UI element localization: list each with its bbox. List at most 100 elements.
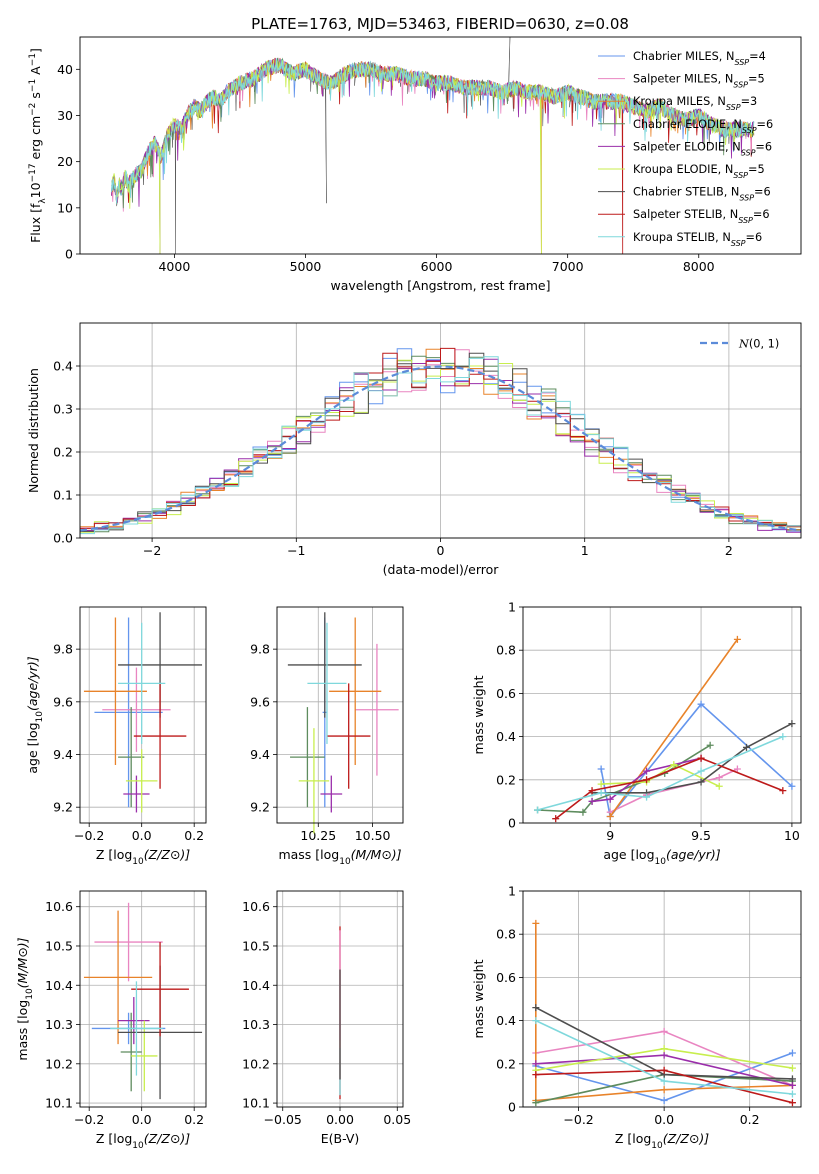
age_vs_mass-ytick-label: 9.6 — [250, 694, 270, 709]
spectrum-ytick-label: 0 — [65, 247, 73, 262]
spectrum-ytick-label: 10 — [57, 200, 73, 215]
weight_vs_age-marker-4 — [606, 795, 614, 803]
weight_vs_age-marker-7 — [779, 787, 787, 795]
mass_vs_ebv-xtick-label: 0.00 — [326, 1112, 354, 1127]
residuals-xtick-label: 2 — [725, 543, 733, 558]
residuals-ylabel: Normed distribution — [26, 368, 41, 493]
age_vs_Z-xtick-label: −0.2 — [74, 828, 104, 843]
figure-title: PLATE=1763, MJD=53463, FIBERID=0630, z=0… — [251, 15, 629, 33]
age_vs_Z-ytick-label: 9.2 — [53, 800, 73, 815]
age_vs_mass-ytick-label: 9.2 — [250, 800, 270, 815]
weight_vs_Z-marker-3 — [532, 1099, 540, 1107]
age_vs_mass-ytick-label: 9.4 — [250, 747, 270, 762]
mass_vs_Z-ytick-label: 10.6 — [45, 899, 73, 914]
weight_vs_Z-marker-7 — [532, 1071, 540, 1079]
residual-hist-8 — [80, 356, 801, 538]
weight_vs_age-frame — [522, 606, 802, 824]
residuals-xtick-label: −1 — [287, 543, 305, 558]
weight_vs_Z-marker-4 — [660, 1051, 668, 1059]
weight_vs_Z-marker-8 — [788, 1090, 796, 1098]
spectrum-ytick-label: 40 — [57, 62, 73, 77]
age_vs_mass-xtick-label: 10.25 — [300, 828, 336, 843]
weight_vs_Z-ytick-label: 0.8 — [496, 927, 516, 942]
weight_vs_Z-marker-6 — [532, 1004, 540, 1012]
residuals-ytick-label: 0.4 — [53, 359, 73, 374]
residuals-ytick-label: 0.1 — [53, 488, 73, 503]
age_vs_mass-points — [287, 612, 399, 834]
weight_vs_age-series-2 — [609, 638, 739, 817]
weight_vs_age-ytick-label: 0.6 — [496, 686, 516, 701]
weight_vs_Z-marker-7 — [660, 1066, 668, 1074]
spectrum-lines — [111, 37, 755, 254]
spectrum-series-4 — [111, 58, 755, 254]
residuals-xtick-label: 0 — [437, 543, 445, 558]
mass_vs_Z-frame — [79, 890, 207, 1108]
weight_vs_age-xtick-label: 10 — [784, 828, 800, 843]
spectrum-legend: Chabrier MILES, NSSP=4 Salpeter MILES, NS… — [598, 50, 773, 247]
weight_vs_age-marker-0 — [697, 700, 705, 708]
weight_vs_age-marker-2 — [606, 813, 614, 821]
residuals-xtick-label: 1 — [581, 543, 589, 558]
mass_vs_Z-ytick-label: 10.5 — [45, 938, 73, 953]
spectrum-xtick-label: 6000 — [421, 259, 453, 274]
weight_vs_age-marker-5 — [670, 761, 678, 769]
mass_vs_Z-points — [83, 902, 203, 1100]
weight_vs_Z-xlabel: Z [log10(Z/Z⊙)] — [615, 1131, 709, 1151]
weight_vs_Z-ytick-label: 0.6 — [496, 970, 516, 985]
residuals-ytick-label: 0.2 — [53, 445, 73, 460]
mass_vs_ebv-axes: −0.05 0.00 0.05 10.1 10.2 10.3 10.4 10.5 10.6 — [242, 891, 411, 1127]
weight_vs_Z-marker-1 — [660, 1027, 668, 1035]
age_vs_mass-xtick-label: 10.50 — [355, 828, 391, 843]
mass_vs_ebv-ytick-label: 10.6 — [242, 899, 270, 914]
age_vs_Z-xtick-label: 0.0 — [132, 828, 152, 843]
spectrum-series-8 — [111, 58, 755, 204]
weight_vs_age-ylabel: mass weight — [471, 675, 486, 754]
mass_vs_ebv-xlabel: E(B-V) — [321, 1131, 360, 1146]
weight_vs_age-marker-5 — [597, 780, 605, 788]
weight_vs_age-marker-7 — [552, 815, 560, 823]
age_vs_mass-axes: 10.25 10.50 9.2 9.4 9.6 9.8 — [250, 607, 403, 843]
weight_vs_age-series-5 — [601, 763, 720, 788]
spectrum-axes: 4000 5000 6000 7000 8000 0 10 20 30 40 — [57, 62, 715, 274]
mass_vs_ebv-ytick-label: 10.1 — [242, 1096, 270, 1111]
weight_vs_age-marker-3 — [579, 808, 587, 816]
weight_vs_Z-xtick-label: 0.2 — [740, 1112, 760, 1127]
weight_vs_Z-marker-2 — [532, 919, 540, 927]
weight_vs_age-marker-7 — [697, 754, 705, 762]
mass_vs_Z-ytick-label: 10.2 — [45, 1056, 73, 1071]
age_vs_Z-points — [83, 612, 203, 813]
legend-entry-3: Chabrier ELODIE, NSSP=6 — [633, 118, 773, 135]
weight_vs_age-marker-6 — [788, 720, 796, 728]
spectrum-xtick-label: 5000 — [290, 259, 322, 274]
age_vs_mass-xlabel: mass [log10(M/M⊙)] — [278, 847, 401, 867]
weight_vs_age-marker-1 — [733, 765, 741, 773]
weight_vs_age-marker-8 — [534, 806, 542, 814]
weight_vs_age-marker-8 — [643, 793, 651, 801]
legend-entry-1: Salpeter MILES, NSSP=5 — [633, 73, 765, 90]
mass_vs_Z-ytick-label: 10.4 — [45, 978, 73, 993]
age_vs_Z-ylabel: age [log10(age/yr)] — [25, 656, 45, 773]
residuals-frame — [79, 322, 802, 539]
mass_vs_Z-axes: −0.2 0.0 0.2 10.1 10.2 10.3 10.4 10.5 10.6 — [45, 891, 206, 1127]
weight_vs_Z-xtick-label: 0.0 — [654, 1112, 674, 1127]
mass_vs_ebv-frame — [276, 890, 404, 1108]
mass_vs_Z-xtick-label: −0.2 — [74, 1112, 104, 1127]
weight_vs_age-marker-8 — [597, 789, 605, 797]
weight_vs_Z-frame — [522, 890, 802, 1108]
weight_vs_age-marker-7 — [643, 776, 651, 784]
weight_vs_Z-marker-2 — [660, 1086, 668, 1094]
weight_vs_Z-marker-4 — [532, 1060, 540, 1068]
mass_vs_ebv-ytick-label: 10.3 — [242, 1017, 270, 1032]
weight_vs_age-marker-6 — [697, 778, 705, 786]
weight_vs_age-marker-4 — [643, 767, 651, 775]
residual-histograms — [80, 347, 801, 538]
mass_vs_ebv-ytick-label: 10.5 — [242, 938, 270, 953]
mass_vs_Z-xtick-label: 0.2 — [184, 1112, 204, 1127]
spectrum-xtick-label: 4000 — [158, 259, 190, 274]
legend-entry-4: Salpeter ELODIE, NSSP=6 — [633, 140, 772, 157]
residuals-xtick-label: −2 — [143, 543, 161, 558]
weight_vs_age-lines — [534, 635, 796, 823]
weight_vs_Z-lines — [532, 919, 796, 1107]
residuals-ytick-label: 0.0 — [53, 531, 73, 546]
